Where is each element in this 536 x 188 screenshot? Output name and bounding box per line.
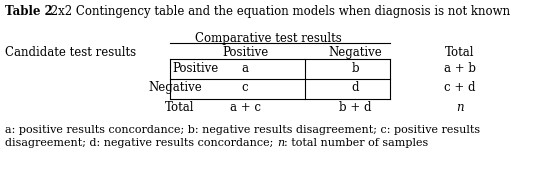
Text: : total number of samples: : total number of samples <box>284 138 428 148</box>
Text: c + d: c + d <box>444 81 476 94</box>
Text: Table 2: Table 2 <box>5 5 53 18</box>
Text: Candidate test results: Candidate test results <box>5 46 136 59</box>
Text: Positive: Positive <box>172 62 218 75</box>
Text: a + b: a + b <box>444 62 476 75</box>
Text: a: a <box>242 62 249 75</box>
Text: a + c: a + c <box>229 101 260 114</box>
Text: b: b <box>351 62 359 75</box>
Text: n: n <box>456 101 464 114</box>
Text: disagreement; d: negative results concordance;: disagreement; d: negative results concor… <box>5 138 277 148</box>
Text: Negative: Negative <box>148 81 202 94</box>
Text: d: d <box>351 81 359 94</box>
Text: Negative: Negative <box>328 46 382 59</box>
Text: b + d: b + d <box>339 101 371 114</box>
Text: Total: Total <box>445 46 475 59</box>
Text: Comparative test results: Comparative test results <box>195 32 341 45</box>
Text: n: n <box>277 138 284 148</box>
Text: Positive: Positive <box>222 46 268 59</box>
Text: 2x2 Contingency table and the equation models when diagnosis is not known: 2x2 Contingency table and the equation m… <box>47 5 510 18</box>
Text: c: c <box>242 81 248 94</box>
Text: Total: Total <box>165 101 195 114</box>
Text: a: positive results concordance; b: negative results disagreement; c: positive r: a: positive results concordance; b: nega… <box>5 125 480 135</box>
